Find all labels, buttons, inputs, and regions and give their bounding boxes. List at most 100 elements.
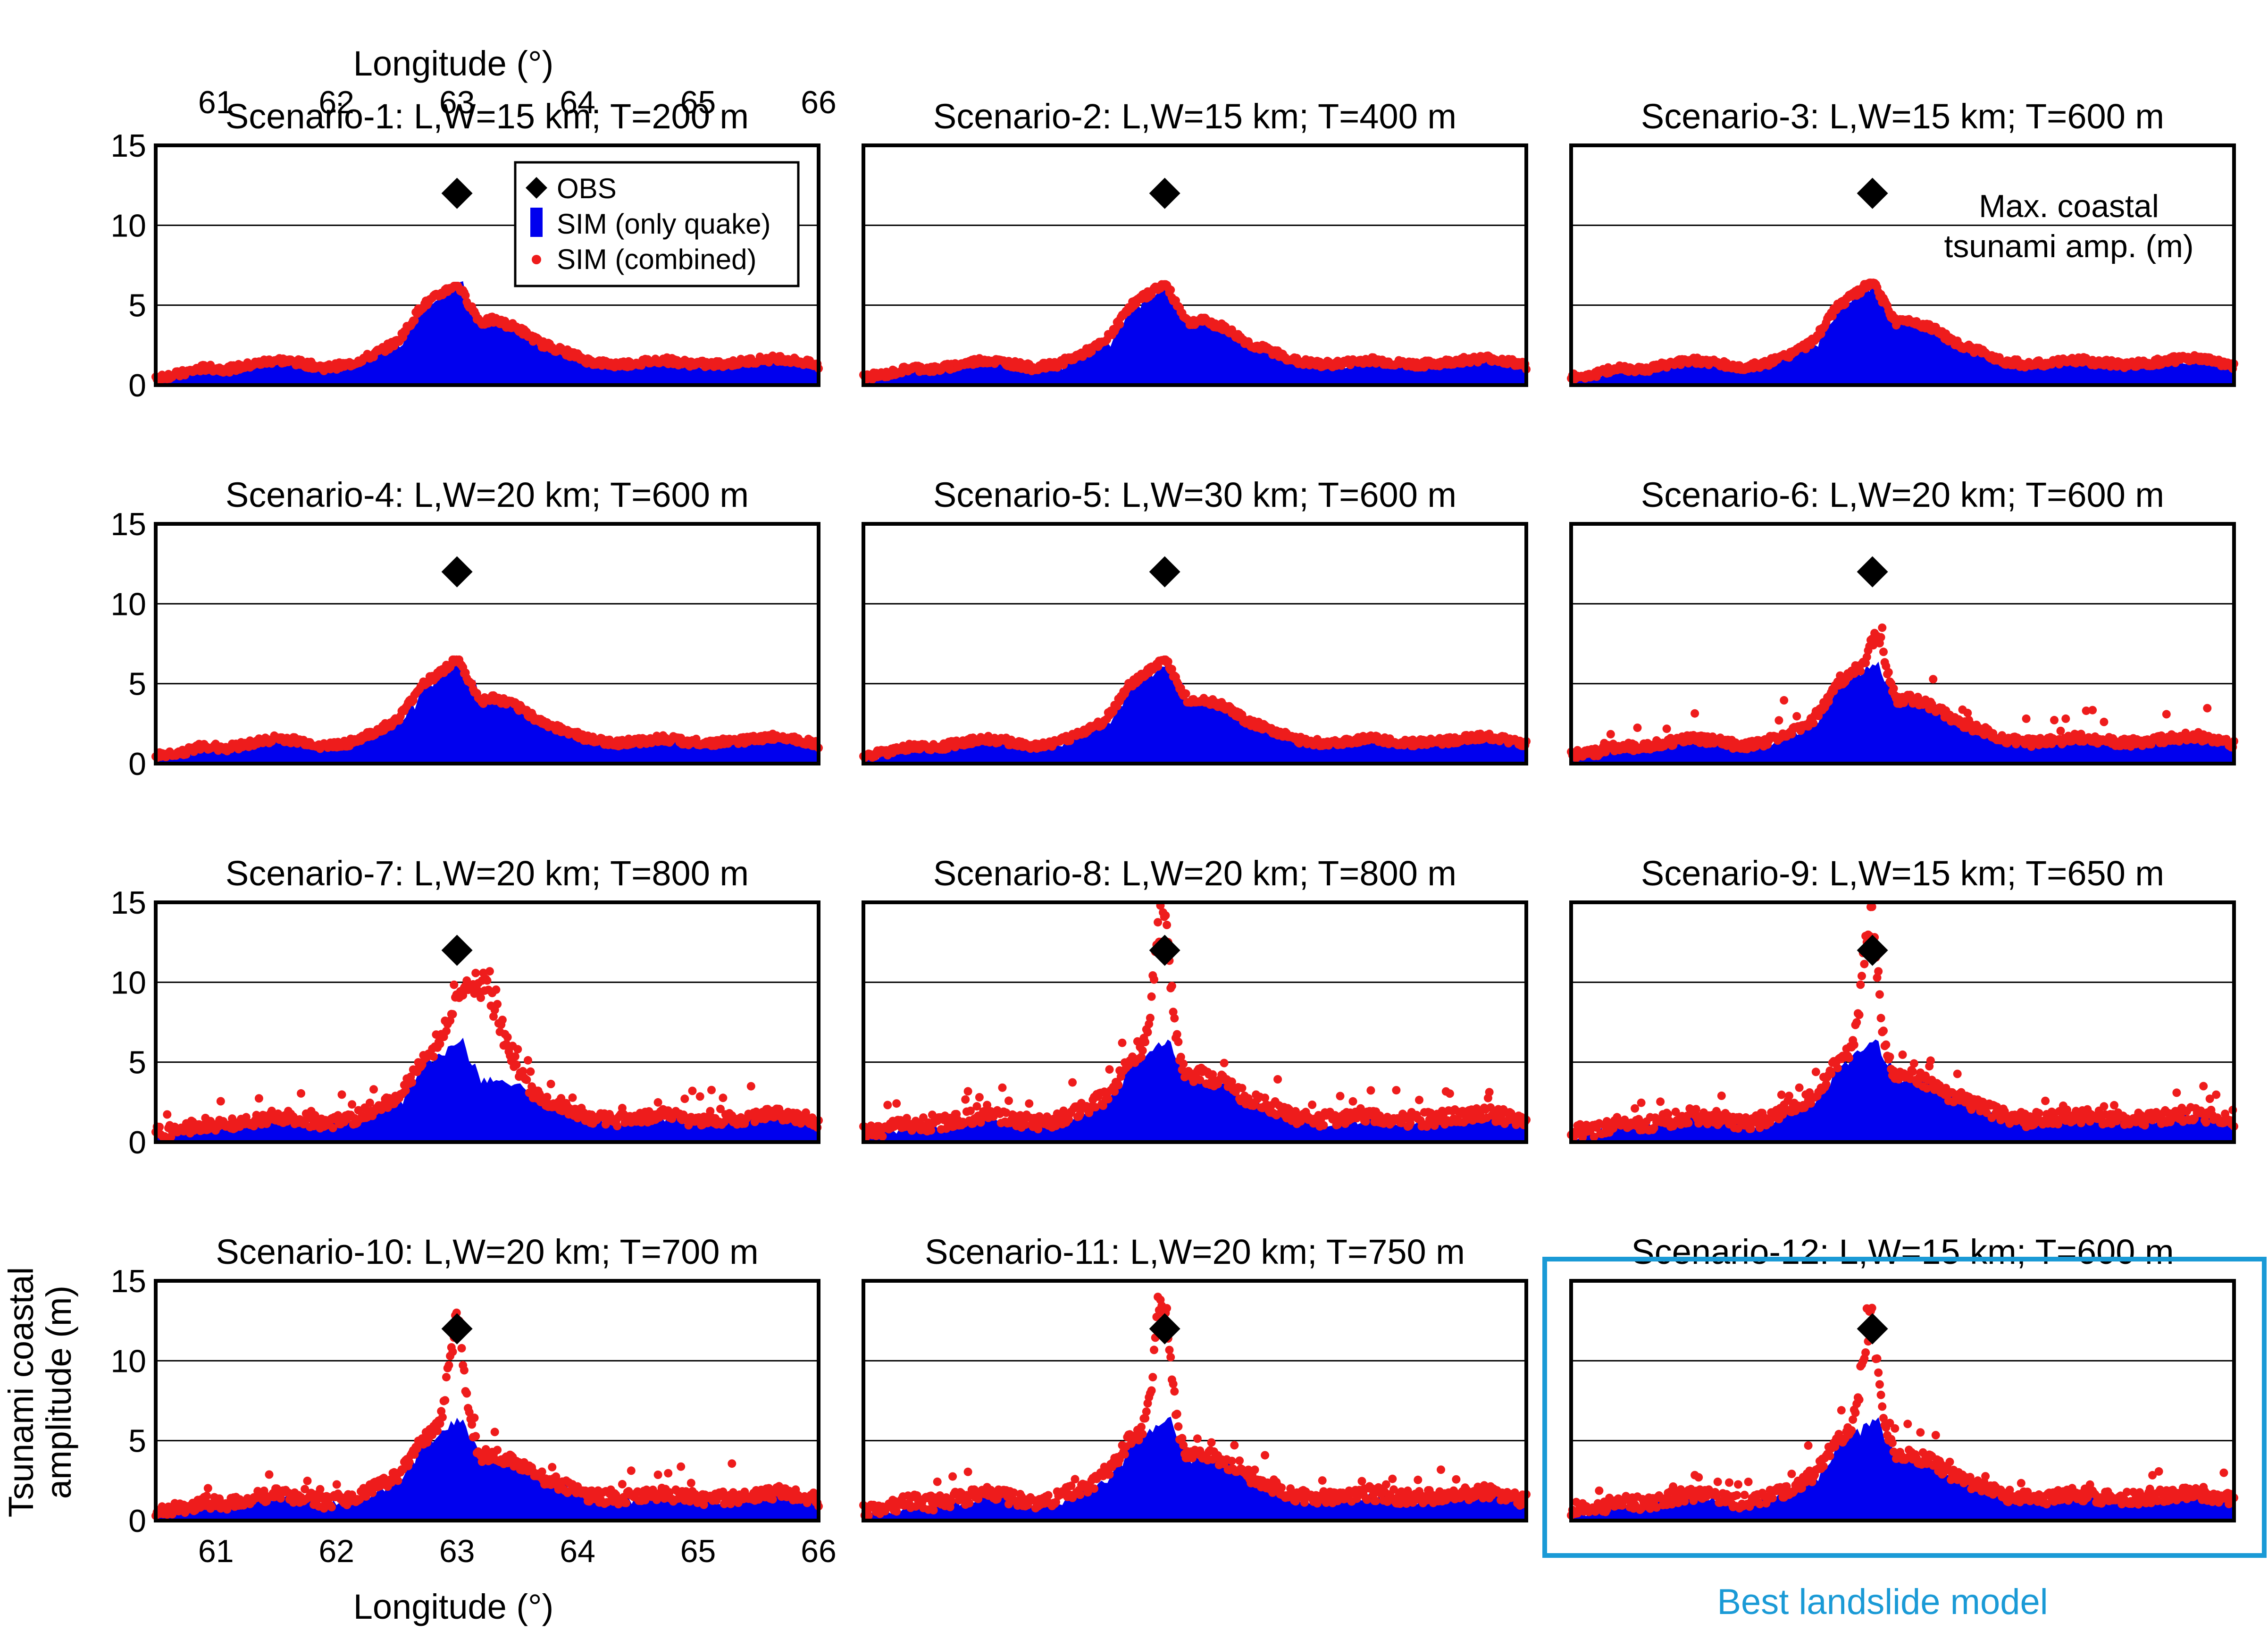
- combined-dot: [1717, 1091, 1726, 1100]
- combined-dot: [471, 968, 480, 977]
- combined-dot: [1741, 1113, 1750, 1122]
- combined-dot: [216, 1097, 225, 1106]
- x-tick-label: 64: [560, 84, 595, 120]
- y-tick-label: 5: [128, 666, 146, 702]
- combined-dot: [303, 1476, 312, 1485]
- combined-dot: [1885, 1052, 1894, 1061]
- x-tick-label: 65: [680, 84, 716, 120]
- panel-frame: [1569, 522, 2236, 765]
- combined-dot: [1656, 1097, 1665, 1106]
- panel: Scenario-5: L,W=30 km; T=600 m: [859, 475, 1531, 765]
- combined-dot: [2056, 726, 2065, 735]
- combined-dot: [1485, 1088, 1494, 1097]
- combined-dot: [1423, 1122, 1431, 1131]
- combined-dot: [1882, 1040, 1891, 1049]
- combined-dot: [1858, 972, 1866, 981]
- combined-dot: [1415, 1095, 1423, 1104]
- combined-dot: [1308, 1101, 1317, 1109]
- combined-dot: [1809, 719, 1818, 728]
- combined-dot: [365, 1098, 374, 1107]
- combined-dot: [1875, 990, 1884, 999]
- combined-dot: [1076, 1110, 1085, 1118]
- quake-area: [156, 1037, 819, 1142]
- combined-dot: [1633, 723, 1642, 732]
- combined-dot: [1874, 967, 1883, 976]
- combined-dot: [348, 1100, 357, 1109]
- combined-dot: [927, 1126, 936, 1135]
- y-tick-label: 10: [110, 208, 146, 244]
- combined-dot: [1926, 1056, 1935, 1065]
- combined-dot: [1348, 1097, 1357, 1106]
- combined-dot: [1889, 684, 1898, 693]
- combined-dot: [1167, 982, 1176, 991]
- combined-dot: [1172, 1030, 1181, 1039]
- combined-dot: [2041, 1096, 2050, 1105]
- combined-dot: [489, 1012, 498, 1021]
- combined-dot: [1908, 1067, 1917, 1076]
- combined-dot: [1366, 1086, 1375, 1095]
- panel-frame: [862, 143, 1528, 387]
- combined-dot: [975, 1093, 984, 1101]
- combined-dot: [1855, 1010, 1864, 1019]
- combined-dot: [429, 1052, 438, 1061]
- combined-dot: [2063, 1105, 2071, 1114]
- x-tick-label: 61: [198, 84, 234, 120]
- combined-dot: [448, 1010, 457, 1019]
- panel-frame: [154, 900, 820, 1144]
- combined-dot: [459, 991, 468, 1000]
- combined-dot: [1878, 623, 1887, 632]
- combined-dot: [2100, 717, 2109, 726]
- combined-dot: [1606, 730, 1615, 739]
- combined-dot: [1691, 709, 1699, 718]
- combined-dot: [963, 1087, 972, 1096]
- combined-dot: [2088, 706, 2097, 715]
- combined-dot: [961, 1095, 970, 1104]
- combined-dot: [254, 1094, 263, 1103]
- combined-dot: [1850, 1040, 1858, 1049]
- panel-title: Scenario-8: L,W=20 km; T=800 m: [933, 854, 1456, 893]
- quake-area: [1571, 280, 2234, 385]
- combined-dot: [1811, 1068, 1820, 1076]
- combined-dot: [450, 980, 459, 989]
- combined-dot: [1147, 992, 1156, 1001]
- combined-dot: [405, 1458, 414, 1467]
- combined-dot: [203, 1484, 212, 1493]
- combined-dot: [983, 1101, 992, 1110]
- combined-dot: [998, 1083, 1007, 1092]
- combined-dot: [1319, 1121, 1328, 1130]
- combined-dot: [316, 1485, 325, 1494]
- combined-dot: [1869, 641, 1878, 650]
- y-tick-label: 5: [128, 288, 146, 324]
- quake-area: [863, 659, 1526, 764]
- combined-dot: [1291, 1107, 1300, 1116]
- panel-frame: [862, 900, 1528, 1144]
- combined-dot: [1856, 667, 1865, 676]
- combined-dot: [1684, 1118, 1693, 1127]
- combined-dot: [1336, 1092, 1345, 1101]
- combined-dot: [1822, 1080, 1831, 1089]
- combined-dot: [1755, 1123, 1764, 1132]
- panel: Scenario-3: L,W=15 km; T=600 m: [1567, 97, 2238, 387]
- combined-dot: [2082, 706, 2091, 715]
- combined-dot: [1141, 1038, 1150, 1046]
- combined-dot: [688, 1086, 697, 1095]
- combined-dot: [1115, 320, 1124, 329]
- combined-dot: [883, 1101, 892, 1110]
- combined-dot: [1025, 1099, 1034, 1108]
- combined-dot: [653, 1098, 662, 1107]
- combined-dot: [1852, 1018, 1861, 1027]
- combined-dot: [2110, 1101, 2118, 1110]
- combined-dot: [1163, 920, 1172, 929]
- combined-dot: [461, 291, 470, 300]
- y-tick-label: 15: [110, 885, 146, 921]
- combined-dot: [301, 1485, 310, 1494]
- panel: Scenario-9: L,W=15 km; T=650 m: [1567, 854, 2238, 1144]
- combined-dot: [1004, 1096, 1013, 1105]
- combined-dot: [2100, 1102, 2109, 1111]
- combined-dot: [2136, 1111, 2145, 1120]
- combined-dot: [2162, 710, 2171, 719]
- combined-dot: [1261, 1093, 1270, 1102]
